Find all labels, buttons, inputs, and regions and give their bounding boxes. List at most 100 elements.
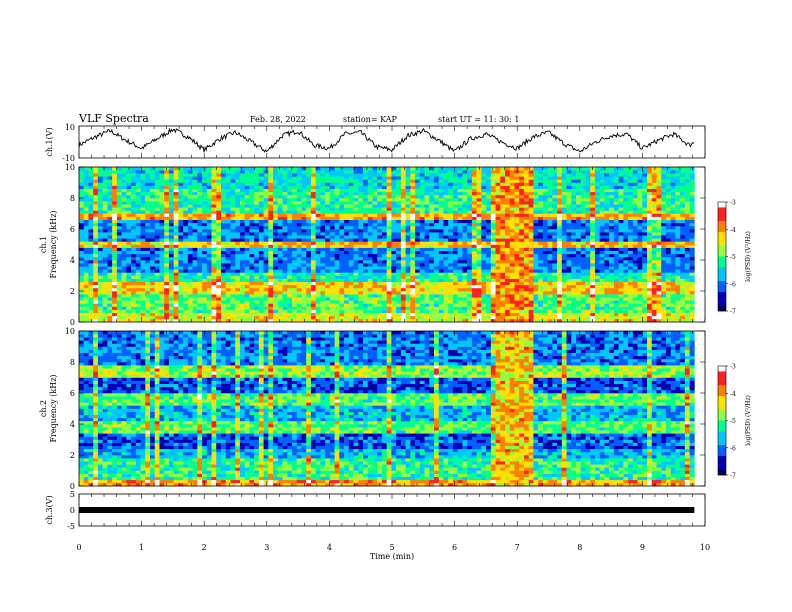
ch1-spectrogram-cell xyxy=(325,191,331,196)
ch1-spectrogram-cell xyxy=(405,266,411,270)
ch1-spectrogram-cell xyxy=(164,182,170,186)
ch1-spectrogram-cell xyxy=(83,173,89,177)
ch1-spectrogram-cell xyxy=(367,253,373,258)
ch1-spectrogram-cell xyxy=(216,213,222,217)
ch1-spectrogram-cell xyxy=(415,278,421,282)
ch1-spectrogram-cell xyxy=(438,315,444,320)
ch1-spectrogram-cell xyxy=(301,260,307,264)
ch1-spectrogram-cell xyxy=(88,287,94,292)
ch1-spectrogram-cell xyxy=(145,253,151,258)
ch1-spectrogram-cell xyxy=(79,201,85,205)
ch1-spectrogram-cell xyxy=(102,191,108,196)
ch1-spectrogram-cell xyxy=(495,229,501,233)
ch1-spectrogram-cell xyxy=(372,182,378,186)
ch1-spectrogram-cell xyxy=(438,260,444,264)
ch1-spectrogram-cell xyxy=(377,275,383,279)
ch1-spectrogram-cell xyxy=(509,256,515,261)
ch1-spectrogram-cell xyxy=(211,300,217,304)
ch1-spectrogram-cell xyxy=(216,253,222,258)
ch1-spectrogram-cell xyxy=(145,170,151,174)
ch1-spectrogram-cell xyxy=(150,182,156,186)
ch1-spectrogram-cell xyxy=(150,250,156,255)
ch1-spectrogram-cell xyxy=(476,250,482,255)
ch1-spectrogram-cell xyxy=(154,213,160,217)
ch1-spectrogram-cell xyxy=(509,170,515,174)
ch1-spectrogram-cell xyxy=(452,173,458,177)
ch1-spectrogram-cell xyxy=(140,179,146,183)
ch1-spectrogram-cell xyxy=(254,281,260,286)
ch1-spectrogram-cell xyxy=(97,198,103,202)
ch1-spectrogram-cell xyxy=(509,238,515,242)
ch1-spectrogram-cell xyxy=(116,297,122,301)
ch1-spectrogram-cell xyxy=(268,235,274,239)
ch1-spectrogram-cell xyxy=(457,219,463,224)
ch1-spectrogram-cell xyxy=(235,207,241,211)
ch1-spectrogram-cell xyxy=(519,275,525,279)
ch1-spectrogram-cell xyxy=(79,315,85,320)
ch1-spectrogram-cell xyxy=(263,281,269,286)
ch1-spectrogram-cell xyxy=(528,201,534,205)
ch1-spectrogram-cell xyxy=(126,287,132,292)
ch1-spectrogram-cell xyxy=(216,210,222,214)
ch1-spectrogram-cell xyxy=(154,278,160,282)
ch1-spectrogram-cell xyxy=(88,309,94,313)
ch1-spectrogram-cell xyxy=(131,312,137,317)
ch1-spectrogram-cell xyxy=(187,318,193,323)
ch1-spectrogram-cell xyxy=(277,278,283,282)
ch1-spectrogram-cell xyxy=(467,213,473,217)
ch1-spectrogram-cell xyxy=(135,318,141,323)
ch1-spectrogram-cell xyxy=(462,210,468,214)
ch1-spectrogram-cells xyxy=(79,167,695,323)
ch1-spectrogram-cell xyxy=(528,198,534,202)
ch1-spectrogram-cell xyxy=(306,281,312,286)
ch1-spectrogram-cell xyxy=(500,185,506,189)
ch1-spectrogram-cell xyxy=(173,241,179,245)
ch1-spectrogram-cell xyxy=(372,229,378,233)
ch1-spectrogram-cell xyxy=(221,179,227,183)
ch1-spectrogram-cell xyxy=(287,250,293,255)
ch1-spectrogram-cell xyxy=(235,281,241,286)
ch1-spectrogram-cell xyxy=(519,179,525,183)
ch1-spectrogram-cell xyxy=(410,219,416,224)
ch1-spectrogram-cell xyxy=(306,312,312,317)
ch1-spectrogram-cell xyxy=(448,232,454,236)
ch1-spectrogram-cell xyxy=(486,303,492,307)
ch1-spectrogram-cell xyxy=(467,210,473,214)
ch1-spectrogram-cell xyxy=(429,253,435,258)
ch1-spectrogram-cell xyxy=(471,176,477,180)
ch1-spectrogram-cell xyxy=(329,232,335,236)
ch1-spectrogram-cell xyxy=(287,229,293,233)
ch1-spectrogram-cell xyxy=(183,250,189,255)
ch1-spectrogram-cell xyxy=(292,232,298,236)
ch1-spectrogram-cell xyxy=(310,275,316,279)
ch1-spectrogram-cell xyxy=(523,204,529,208)
ch1-spectrogram-cell xyxy=(339,260,345,264)
ch1-spectrogram-cell xyxy=(329,300,335,304)
ch1-spectrogram-cell xyxy=(334,167,340,171)
ch1-spectrogram-cell xyxy=(509,300,515,304)
ch1-spectrogram-cell xyxy=(192,300,198,304)
ch1-spectrogram-cell xyxy=(315,300,321,304)
ch1-spectrogram-cell xyxy=(254,306,260,310)
ch1-spectrogram-cell xyxy=(159,232,165,236)
ch1-spectrogram-cell xyxy=(159,176,165,180)
ch1-spectrogram-cell xyxy=(495,176,501,180)
ch1-spectrogram-cell xyxy=(429,201,435,205)
ch1-spectrogram-cell xyxy=(83,207,89,211)
ch1-spectrogram-cell xyxy=(121,235,127,239)
ch1-spectrogram-cell xyxy=(476,207,482,211)
ch1-spectrogram-cell xyxy=(154,173,160,177)
ch1-spectrogram-cell xyxy=(363,247,369,251)
ch1-spectrogram-cell xyxy=(126,266,132,270)
ch1-spectrogram-cell xyxy=(429,222,435,227)
ch1-spectrogram-cell xyxy=(372,210,378,214)
ch1-spectrogram-cell xyxy=(268,284,274,289)
ch1-spectrogram-cell xyxy=(164,309,170,313)
ch1-spectrogram-cell xyxy=(296,232,302,236)
ch1-spectrogram-cell xyxy=(320,278,326,282)
ch1-spectrogram-cell xyxy=(348,241,354,245)
ch1-spectrogram-cell xyxy=(258,275,264,279)
ch1-spectrogram-cell xyxy=(381,232,387,236)
ch1-spectrogram-cell xyxy=(476,176,482,180)
ch1-spectrogram-cell xyxy=(277,312,283,317)
